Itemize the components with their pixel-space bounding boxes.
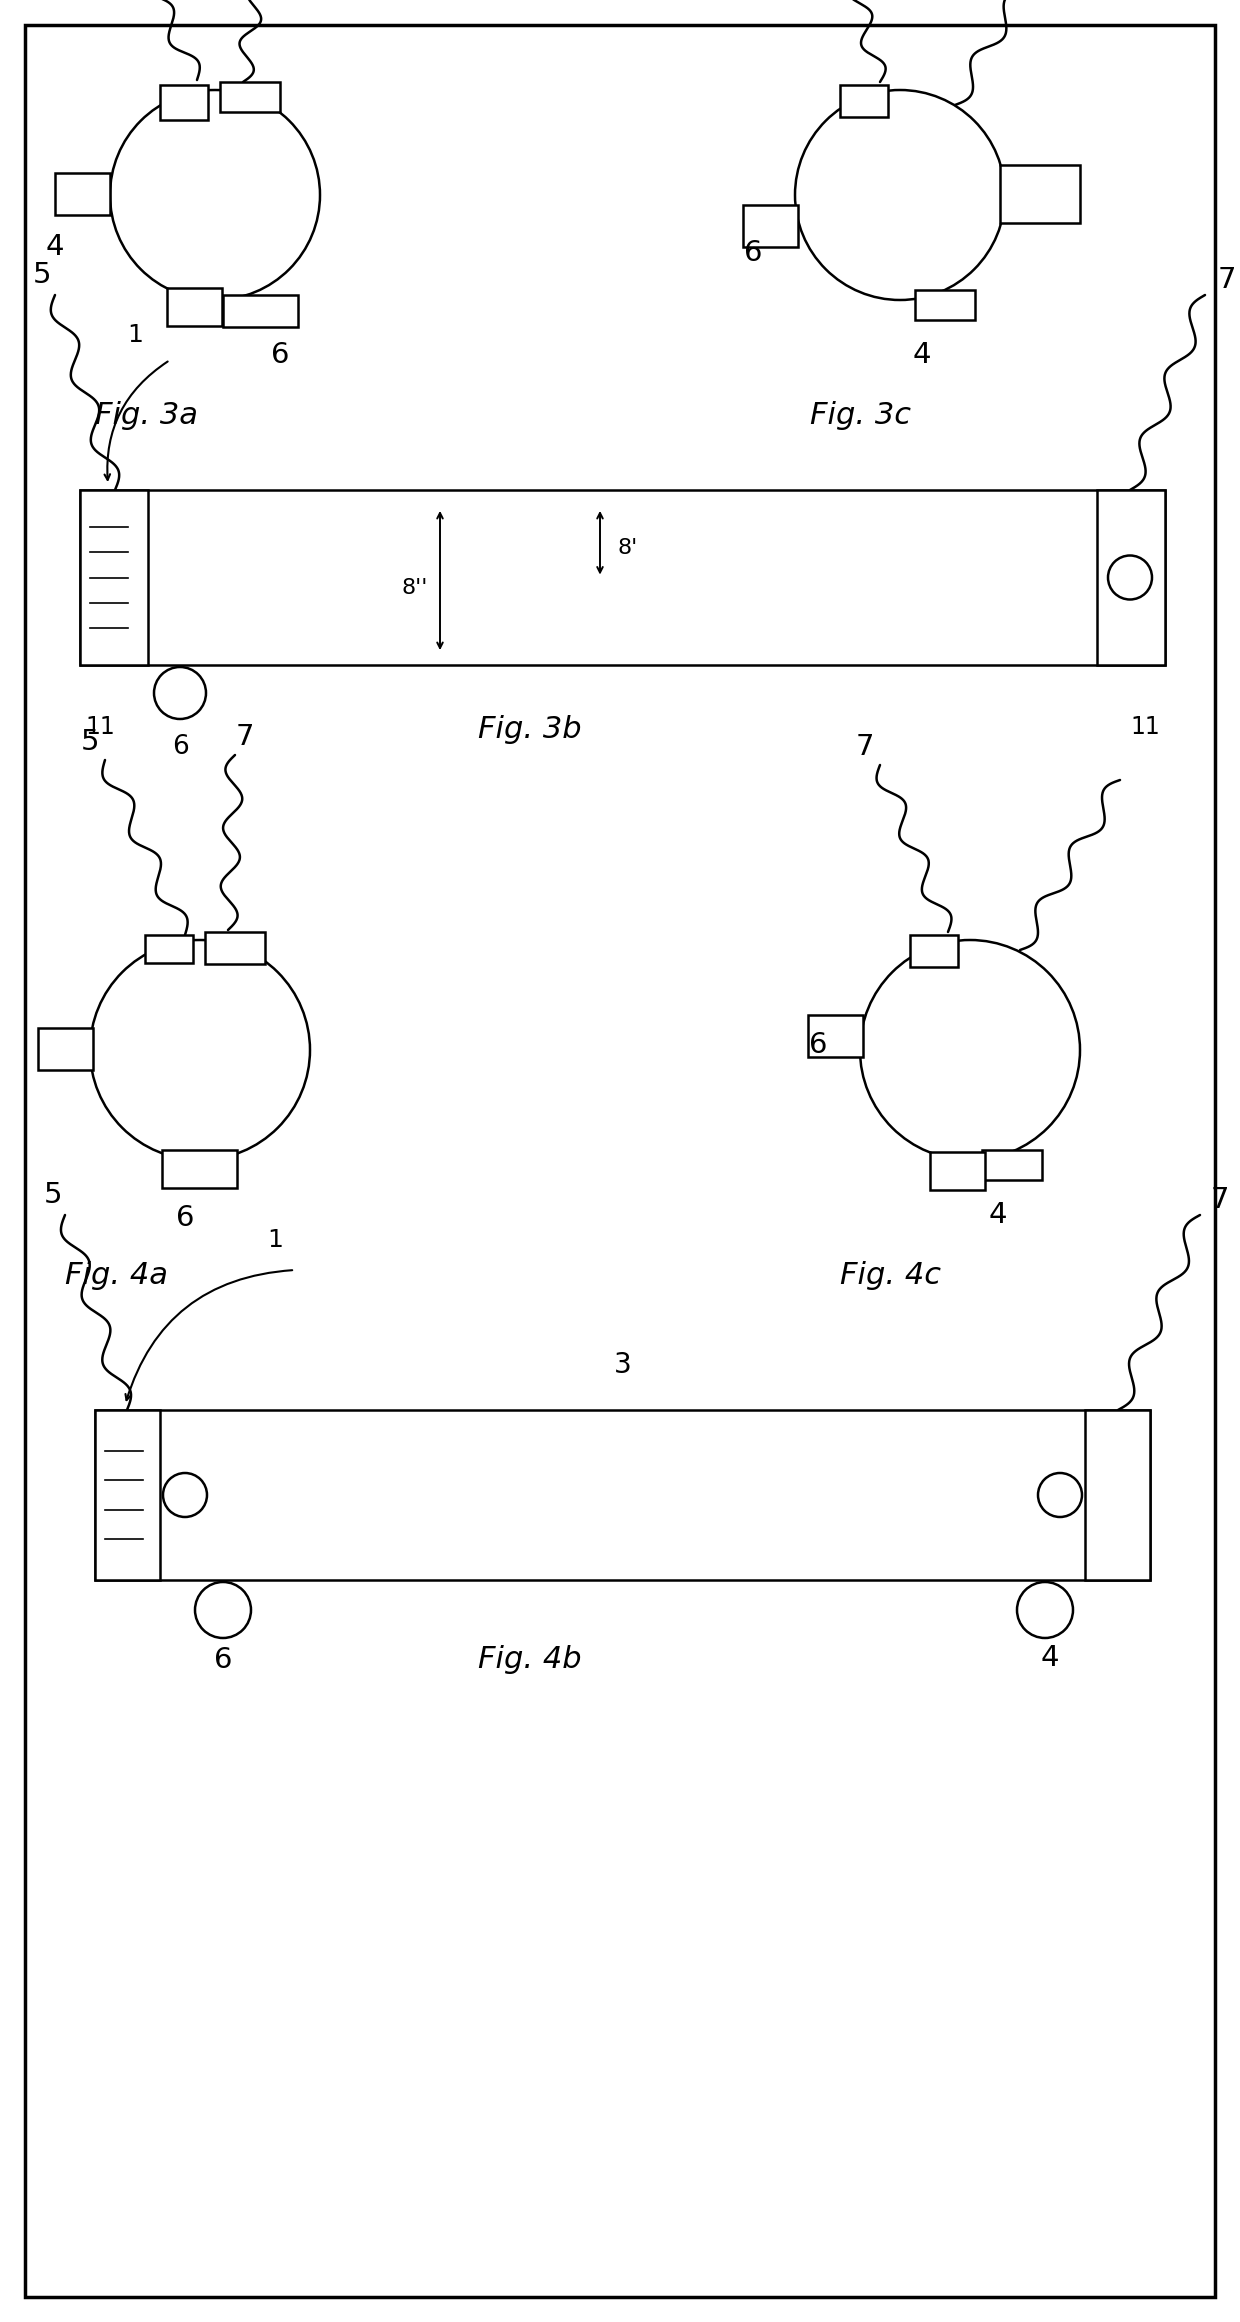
Bar: [167, 288, 222, 325]
Text: 6: 6: [744, 239, 763, 267]
Bar: [55, 174, 110, 216]
Bar: [223, 295, 298, 327]
Text: 5: 5: [81, 729, 99, 757]
Text: Fig. 4c: Fig. 4c: [839, 1261, 941, 1289]
Text: Fig. 3a: Fig. 3a: [95, 399, 198, 430]
Text: 8'': 8'': [402, 578, 428, 599]
Bar: [743, 204, 799, 246]
Bar: [982, 1149, 1042, 1180]
Text: 11: 11: [86, 715, 115, 738]
Text: 4: 4: [913, 341, 931, 369]
Bar: [95, 1409, 160, 1579]
Text: 1: 1: [267, 1228, 283, 1252]
Text: 5: 5: [32, 260, 51, 288]
Text: 4: 4: [988, 1200, 1007, 1228]
Text: 7: 7: [856, 734, 874, 762]
Text: 4: 4: [1040, 1644, 1059, 1672]
Bar: [910, 936, 959, 966]
Bar: [145, 936, 193, 964]
Bar: [839, 86, 888, 116]
Bar: [1085, 1409, 1149, 1579]
Text: 6: 6: [213, 1646, 232, 1674]
Text: 3: 3: [614, 1351, 631, 1379]
Bar: [81, 490, 148, 664]
Text: 5: 5: [43, 1182, 62, 1210]
Text: 6: 6: [176, 1205, 195, 1233]
Bar: [81, 490, 1166, 664]
Bar: [808, 1015, 863, 1057]
Text: Fig. 4b: Fig. 4b: [479, 1646, 582, 1674]
Text: 1: 1: [126, 323, 143, 346]
Text: 6: 6: [270, 341, 289, 369]
Bar: [1097, 490, 1166, 664]
Bar: [205, 931, 265, 964]
Bar: [95, 1409, 1149, 1579]
Text: Fig. 3b: Fig. 3b: [479, 715, 582, 745]
Bar: [160, 86, 208, 121]
Bar: [915, 290, 975, 320]
Bar: [930, 1152, 985, 1189]
Text: 6: 6: [808, 1031, 827, 1059]
Text: 7: 7: [1218, 267, 1236, 295]
Bar: [999, 165, 1080, 223]
Bar: [38, 1029, 93, 1070]
Text: 8': 8': [618, 539, 639, 557]
Text: Fig. 4a: Fig. 4a: [64, 1261, 167, 1289]
Text: 6: 6: [171, 734, 188, 759]
Text: 11: 11: [1130, 715, 1159, 738]
Text: 7: 7: [1210, 1187, 1229, 1214]
Text: 7: 7: [236, 722, 254, 750]
Bar: [162, 1149, 237, 1189]
Text: 4: 4: [46, 232, 64, 260]
Text: Fig. 3c: Fig. 3c: [810, 399, 911, 430]
Bar: [219, 81, 280, 111]
